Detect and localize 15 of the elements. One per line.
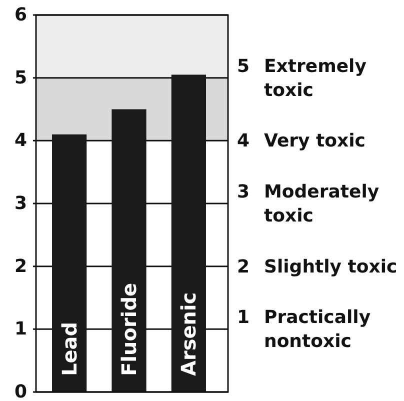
y2-tick-label: 1 Practically nontoxic bbox=[237, 306, 371, 352]
y-tick-label: 2 bbox=[14, 256, 27, 277]
y-tick-label: 5 bbox=[14, 67, 27, 88]
x-tick-label: Fluoride bbox=[117, 282, 141, 376]
y2-tick-label: 5 Extremely toxic bbox=[237, 55, 367, 100]
y-tick-label: 1 bbox=[14, 318, 27, 340]
y2-tick-label: 2 Slightly toxic bbox=[237, 256, 398, 277]
x-tick-label: Lead bbox=[57, 322, 82, 376]
x-tick-label: Arsenic bbox=[176, 292, 201, 376]
y-tick-label: 0 bbox=[14, 382, 27, 401]
y-tick-label: 3 bbox=[14, 193, 27, 214]
y2-tick-label: 3 Moderately toxic bbox=[237, 181, 380, 226]
y-tick-label: 4 bbox=[14, 130, 27, 152]
y2-tick-label: 4 Very toxic bbox=[237, 130, 366, 152]
y-tick-label: 6 bbox=[14, 4, 27, 26]
